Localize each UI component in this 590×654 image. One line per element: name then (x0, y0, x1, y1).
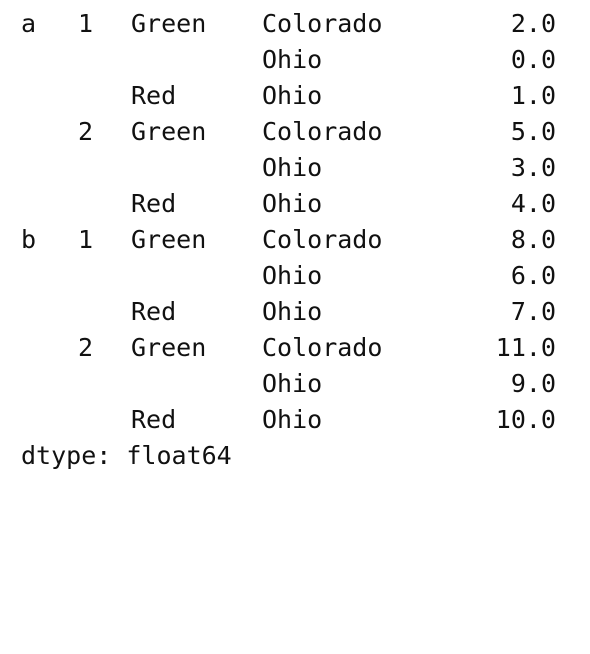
index-level-2: Green (131, 333, 207, 362)
series-row: Red Ohio 10.0 (0, 402, 590, 438)
series-value: 6.0 (510, 261, 556, 290)
index-level-1: 1 (78, 225, 94, 254)
index-level-2: Green (131, 117, 207, 146)
index-level-3: Colorado (262, 117, 383, 146)
series-value: 10.0 (495, 405, 556, 434)
series-value: 1.0 (510, 81, 556, 110)
index-level-2: Red (131, 297, 177, 326)
dtype-label: dtype: float64 (21, 441, 232, 470)
index-level-3: Ohio (262, 153, 323, 182)
series-value: 4.0 (510, 189, 556, 218)
index-level-3: Ohio (262, 261, 323, 290)
index-level-3: Colorado (262, 333, 383, 362)
index-level-1: 2 (78, 333, 94, 362)
index-level-3: Ohio (262, 81, 323, 110)
series-value: 3.0 (510, 153, 556, 182)
index-level-2: Green (131, 225, 207, 254)
index-level-1: 2 (78, 117, 94, 146)
series-value: 11.0 (495, 333, 556, 362)
index-level-2: Red (131, 81, 177, 110)
series-row: Red Ohio 7.0 (0, 294, 590, 330)
index-level-3: Colorado (262, 9, 383, 38)
series-row: 2 Green Colorado 5.0 (0, 114, 590, 150)
series-value: 7.0 (510, 297, 556, 326)
series-row: Ohio 9.0 (0, 366, 590, 402)
series-row: 2 Green Colorado 11.0 (0, 330, 590, 366)
index-level-3: Ohio (262, 297, 323, 326)
index-level-0: b (21, 225, 37, 254)
index-level-1: 1 (78, 9, 94, 38)
index-level-2: Green (131, 9, 207, 38)
index-level-3: Ohio (262, 45, 323, 74)
series-row: Ohio 6.0 (0, 258, 590, 294)
series-row: Red Ohio 4.0 (0, 186, 590, 222)
series-value: 8.0 (510, 225, 556, 254)
index-level-0: a (21, 9, 37, 38)
series-row: b 1 Green Colorado 8.0 (0, 222, 590, 258)
series-value: 9.0 (510, 369, 556, 398)
series-row: Ohio 0.0 (0, 42, 590, 78)
index-level-3: Ohio (262, 405, 323, 434)
series-value: 5.0 (510, 117, 556, 146)
series-row: Ohio 3.0 (0, 150, 590, 186)
index-level-2: Red (131, 189, 177, 218)
index-level-3: Ohio (262, 369, 323, 398)
series-row: a 1 Green Colorado 2.0 (0, 6, 590, 42)
series-row: Red Ohio 1.0 (0, 78, 590, 114)
index-level-3: Colorado (262, 225, 383, 254)
index-level-2: Red (131, 405, 177, 434)
series-value: 0.0 (510, 45, 556, 74)
series-output: a 1 Green Colorado 2.0 Ohio 0.0 Red Ohio… (0, 6, 590, 474)
series-value: 2.0 (510, 9, 556, 38)
index-level-3: Ohio (262, 189, 323, 218)
